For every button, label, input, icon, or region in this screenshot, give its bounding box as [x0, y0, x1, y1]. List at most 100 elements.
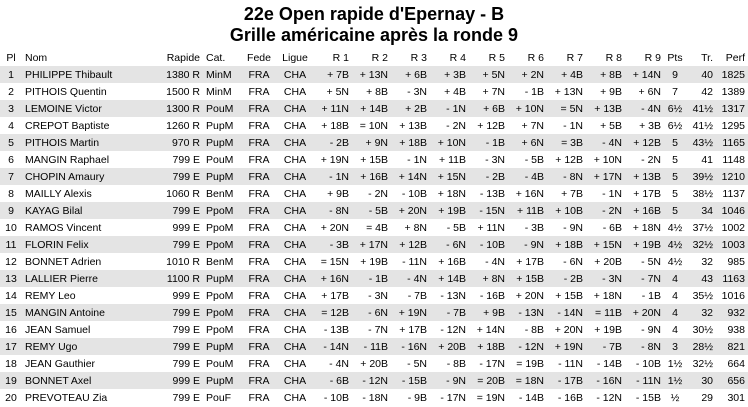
cell: + 18B — [391, 134, 430, 151]
cell: 32½ — [692, 357, 713, 370]
cell: JEAN Samuel — [25, 323, 91, 336]
cell: - 1N — [602, 187, 622, 200]
player-row: 15 MANGIN Antoine 799 E PpoM FRA CHA = 12B - 6N… — [0, 304, 748, 321]
cell: CREPOT Baptiste — [25, 119, 110, 132]
cell: 40 — [686, 66, 716, 83]
column-header: R 6 — [527, 52, 544, 64]
cell: + 7B — [313, 66, 352, 83]
cell: FRA — [248, 85, 270, 98]
cell: 19 — [0, 372, 22, 389]
cell: - 10B — [635, 357, 661, 370]
cell: MANGIN Antoine — [22, 304, 133, 321]
cell: - 11N — [402, 255, 427, 268]
cell: 28½ — [686, 338, 716, 355]
cell: + 9B — [469, 304, 508, 321]
cell: 970 R — [133, 134, 203, 151]
cell: FRA — [241, 270, 277, 287]
cell: - 3B — [524, 221, 544, 234]
cell: + 19B — [430, 202, 469, 219]
cell: - 2N — [368, 187, 388, 200]
cell: MANGIN Raphael — [25, 153, 110, 166]
cell: + 13N — [352, 66, 391, 83]
player-row: 14 REMY Leo 999 E PpoM FRA CHA + 17B - 3N - 7B - … — [0, 287, 748, 304]
cell: - 8N — [625, 338, 664, 355]
cell: KAYAG Bilal — [22, 202, 133, 219]
cell: 5 — [664, 168, 686, 185]
cell: - 5B — [524, 153, 544, 166]
cell: - 5N — [407, 357, 427, 370]
cell: - 6B — [313, 372, 352, 389]
cell: + 6N — [508, 134, 547, 151]
cell: + 15N — [430, 168, 469, 185]
column-header: R 1 — [332, 52, 349, 64]
cell: 4½ — [667, 255, 683, 268]
cell: 32 — [701, 255, 713, 268]
cell: MAILLY Alexis — [25, 187, 92, 200]
cell: 799 E — [172, 153, 200, 166]
cell: + 14N — [625, 66, 664, 83]
cell: 938 — [727, 323, 745, 336]
cell: PupM — [206, 119, 234, 132]
cell: - 17N — [440, 391, 466, 404]
cell: CHA — [283, 323, 307, 336]
cell: - 9N — [641, 323, 661, 336]
cell: + 7B — [561, 187, 583, 200]
cell: - 17B — [547, 372, 586, 389]
cell: 932 — [716, 304, 748, 321]
cell: CHA — [277, 134, 313, 151]
cell: 4 — [672, 289, 678, 302]
cell: + 19N — [320, 153, 349, 166]
cell: + 17B — [633, 187, 661, 200]
cell: 999 E — [172, 289, 200, 302]
cell: - 11N — [558, 357, 583, 370]
cell: + 17B — [399, 323, 427, 336]
cell: 42 — [701, 85, 713, 98]
cell: RAMOS Vincent — [25, 221, 102, 234]
cell: + 13B — [625, 168, 664, 185]
cell: + 20B — [360, 357, 388, 370]
cell: CHA — [277, 66, 313, 83]
cell: - 13B — [323, 323, 349, 336]
cell: - 18N — [362, 391, 388, 404]
cell: CHA — [277, 236, 313, 253]
cell: - 3N — [586, 270, 625, 287]
cell: PpoM — [206, 323, 234, 336]
cell: + 8N — [404, 221, 427, 234]
cell: 1½ — [667, 357, 683, 370]
cell: - 2N — [446, 119, 466, 132]
cell: PupM — [203, 168, 241, 185]
column-header: Cat. — [206, 52, 226, 64]
cell: 41 — [701, 153, 713, 166]
cell: - 15N — [469, 202, 508, 219]
cell: - 13B — [479, 187, 505, 200]
cell: 999 E — [172, 221, 200, 234]
cell: 799 E — [133, 168, 203, 185]
column-header: R 7 — [566, 52, 583, 64]
cell: CHA — [283, 391, 307, 404]
cell: - 9B — [407, 391, 427, 404]
cell: 5 — [664, 134, 686, 151]
cell: = 18N — [508, 372, 547, 389]
cell: 1317 — [716, 100, 748, 117]
player-row: 8 MAILLY Alexis 1060 R BenM FRA CHA + 9B - 2N - … — [0, 185, 748, 202]
cell: + 5N — [326, 85, 349, 98]
cell: - 12N — [440, 323, 466, 336]
cell: 41½ — [692, 119, 713, 132]
title: 22e Open rapide d'Epernay - B — [243, 4, 505, 24]
cell: 13 — [0, 270, 22, 287]
column-header: Tr. — [701, 52, 713, 64]
cell: PouM — [206, 357, 234, 370]
cell: CHA — [283, 289, 307, 302]
cell: 1 — [0, 66, 22, 83]
cell: 12 — [5, 255, 17, 268]
cell: 7 — [0, 168, 22, 185]
cell: + 9N — [352, 134, 391, 151]
cell: + 13B — [399, 119, 427, 132]
cell: FRA — [241, 236, 277, 253]
player-row: 13 LALLIER Pierre 1100 R PupM FRA CHA + 16N - 1… — [0, 270, 748, 287]
cell: PupM — [203, 372, 241, 389]
cell: + 16N — [313, 270, 352, 287]
cell: CHA — [283, 153, 307, 166]
cell: REMY Leo — [25, 289, 76, 302]
cell: FRA — [241, 304, 277, 321]
